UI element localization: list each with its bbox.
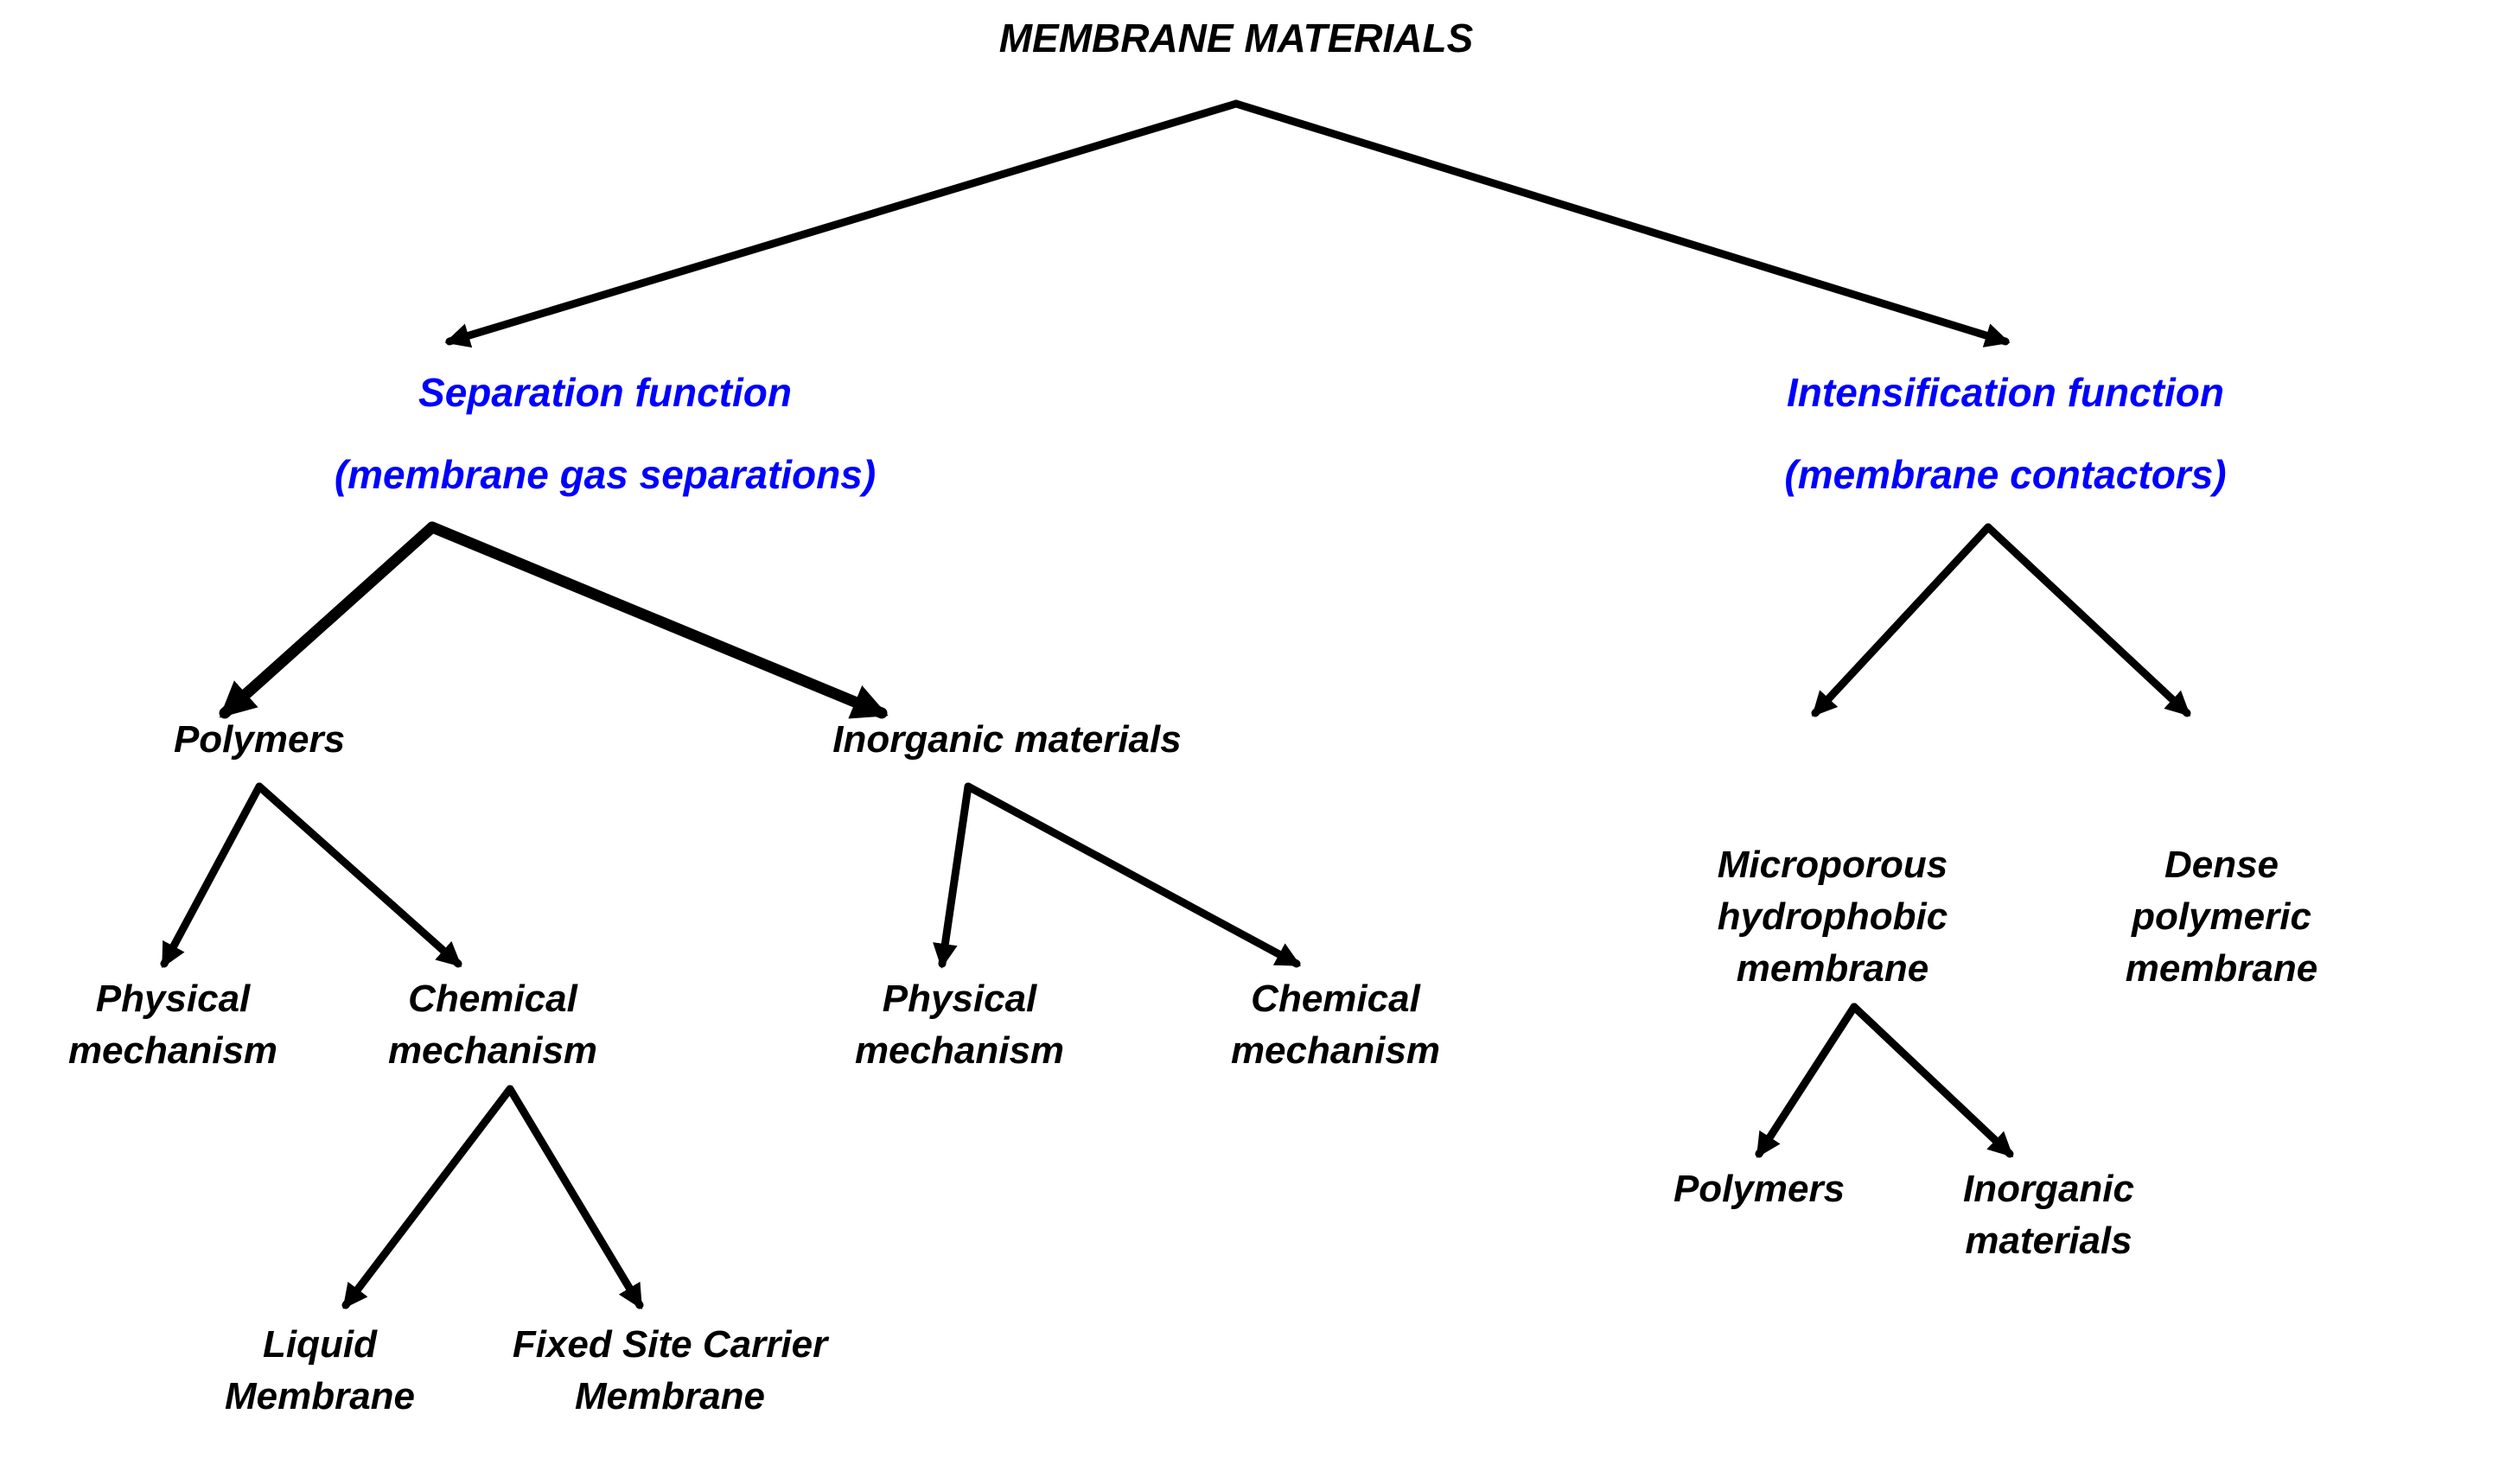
edge	[449, 104, 2005, 341]
node-chem2: Chemicalmechanism	[1231, 978, 1440, 1072]
node-inorganic2: Inorganicmaterials	[1963, 1168, 2134, 1262]
edge	[942, 787, 1297, 964]
edge	[1815, 527, 2187, 713]
node-micro: Microporoushydrophobicmembrane	[1718, 844, 1948, 990]
edge	[164, 787, 458, 964]
node-fixed: Fixed Site CarrierMembrane	[513, 1323, 830, 1417]
node-polymers2: Polymers	[1673, 1168, 1845, 1210]
node-phys2: Physicalmechanism	[855, 978, 1064, 1072]
tree-diagram: MEMBRANE MATERIALS Separation function(me…	[0, 0, 2499, 1484]
node-sep: Separation function(membrane gas separat…	[335, 370, 876, 497]
node-phys1: Physicalmechanism	[68, 978, 277, 1072]
node-liquid: LiquidMembrane	[225, 1323, 415, 1417]
node-dense: Densepolymericmembrane	[2126, 844, 2318, 990]
edge	[1759, 1007, 2010, 1154]
node-chem1: Chemicalmechanism	[388, 978, 597, 1072]
node-inorganic: Inorganic materials	[832, 718, 1181, 761]
node-intens: Intensification function(membrane contac…	[1784, 370, 2226, 497]
node-polymers: Polymers	[174, 718, 345, 761]
edge	[346, 1089, 640, 1305]
edge	[225, 527, 882, 713]
node-root: MEMBRANE MATERIALS	[999, 16, 1474, 61]
